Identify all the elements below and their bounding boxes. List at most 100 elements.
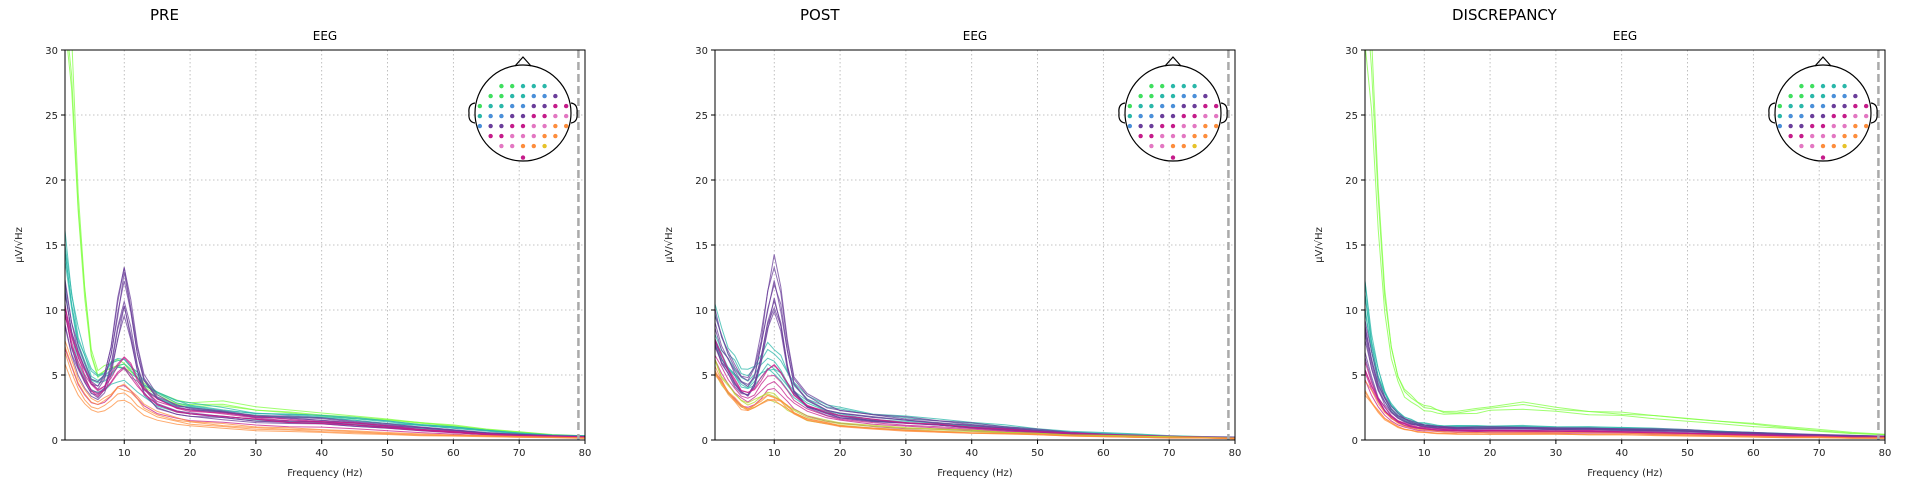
sensor-dot <box>542 103 547 109</box>
x-tick-label: 20 <box>1484 448 1497 459</box>
sensor-dot <box>1181 103 1186 109</box>
sensor-dot <box>1181 133 1186 139</box>
sensor-dot <box>1138 123 1143 129</box>
sensor-dot <box>1799 103 1804 109</box>
psd-curve <box>715 338 1235 439</box>
head-outline <box>474 64 572 162</box>
sensor-dot <box>510 83 515 89</box>
sensor-dot <box>510 123 515 129</box>
x-tick-label: 50 <box>1031 448 1044 459</box>
panel-pre: PRE EEG Frequency (Hz) µV/√Hz 10 20 30 40 50… <box>14 6 591 479</box>
sensor-dot <box>1853 103 1858 109</box>
x-tick-label: 80 <box>1229 448 1242 459</box>
sensor-dot <box>553 93 558 99</box>
x-tick-label: 70 <box>1163 448 1176 459</box>
sensor-dot <box>1777 123 1783 129</box>
y-tick-label: 25 <box>45 111 58 122</box>
y-tick-label: 0 <box>702 436 708 447</box>
sensor-dot <box>1842 133 1847 139</box>
sensor-dot <box>520 123 526 129</box>
sensor-topomap-inset <box>468 56 578 162</box>
psd-curve <box>1365 281 1885 437</box>
sensor-dot <box>1799 133 1804 139</box>
x-tick-label: 40 <box>1615 448 1628 459</box>
nose-shape <box>1164 56 1182 67</box>
sensor-dot <box>1810 123 1815 129</box>
sensor-dot <box>1842 113 1847 119</box>
sensor-dot <box>542 93 547 99</box>
psd-curve <box>715 359 1235 439</box>
y-tick-label: 15 <box>695 241 708 252</box>
sensor-dot <box>542 133 547 139</box>
sensor-dot <box>1842 83 1847 89</box>
sensor-dot <box>1138 113 1143 119</box>
sensor-dot <box>1170 113 1176 119</box>
sensor-dot <box>1788 103 1793 109</box>
right-ear-shape <box>1870 102 1878 124</box>
sensor-dot <box>1127 103 1133 109</box>
y-axis-label: µV/√Hz <box>664 227 675 263</box>
sensor-dot <box>531 133 536 139</box>
panel-discrepancy: DISCREPANCY EEG Frequency (Hz) µV/√Hz 10… <box>1314 6 1891 479</box>
sensor-dot <box>1127 123 1133 129</box>
sensor-dot <box>542 143 547 149</box>
psd-curve <box>65 230 585 437</box>
sensor-dot <box>1138 103 1143 109</box>
sensor-dot <box>1170 123 1176 129</box>
sensor-dot <box>1863 123 1869 129</box>
sensor-dot <box>510 133 515 139</box>
sensor-dot <box>1799 93 1804 99</box>
sensor-dot <box>1853 93 1858 99</box>
sensor-dot <box>1799 113 1804 119</box>
sensor-dot <box>488 113 493 119</box>
nose-shape <box>1814 56 1832 67</box>
sensor-dot <box>499 93 504 99</box>
sensor-dot <box>1820 93 1826 99</box>
y-tick-label: 20 <box>1345 176 1358 187</box>
sensor-dot <box>1820 133 1826 139</box>
psd-curve <box>715 313 1235 438</box>
panel-subtitle: EEG <box>1613 29 1637 43</box>
sensor-dot <box>477 123 483 129</box>
sensor-dot <box>531 93 536 99</box>
x-tick-label: 10 <box>768 448 781 459</box>
psd-curve <box>1365 340 1885 438</box>
y-axis-label: µV/√Hz <box>14 227 25 263</box>
sensor-dot <box>520 113 526 119</box>
sensor-dot <box>531 83 536 89</box>
y-tick-label: 5 <box>52 371 58 382</box>
right-ear-shape <box>1220 102 1228 124</box>
head-outline <box>1124 64 1222 162</box>
x-tick-label: 20 <box>184 448 197 459</box>
x-tick-label: 40 <box>965 448 978 459</box>
x-axis-label: Frequency (Hz) <box>1587 468 1663 479</box>
sensor-dot <box>1203 93 1208 99</box>
sensor-dot <box>1149 143 1154 149</box>
sensor-dot <box>1149 103 1154 109</box>
sensor-dot <box>520 83 526 89</box>
psd-curve <box>1365 394 1885 439</box>
psd-curve <box>65 250 585 437</box>
sensor-dot <box>1181 93 1186 99</box>
sensor-dot <box>1777 103 1783 109</box>
sensor-dot <box>1842 143 1847 149</box>
sensor-dot <box>1170 83 1176 89</box>
psd-curve <box>65 251 585 437</box>
sensor-dot <box>1192 113 1197 119</box>
x-tick-label: 10 <box>118 448 131 459</box>
psd-curve <box>715 280 1235 438</box>
sensor-dot <box>488 103 493 109</box>
sensor-dot <box>553 123 558 129</box>
sensor-dot <box>1160 113 1165 119</box>
sensor-dot <box>1160 123 1165 129</box>
y-tick-label: 30 <box>45 46 58 57</box>
x-tick-label: 50 <box>1681 448 1694 459</box>
sensor-dot <box>1170 93 1176 99</box>
sensor-dot <box>1863 113 1869 119</box>
sensor-dot <box>1799 123 1804 129</box>
x-tick-label: 40 <box>315 448 328 459</box>
sensor-dot <box>542 113 547 119</box>
y-tick-label: 20 <box>695 176 708 187</box>
sensor-dot <box>1810 143 1815 149</box>
sensor-dot <box>1213 103 1219 109</box>
